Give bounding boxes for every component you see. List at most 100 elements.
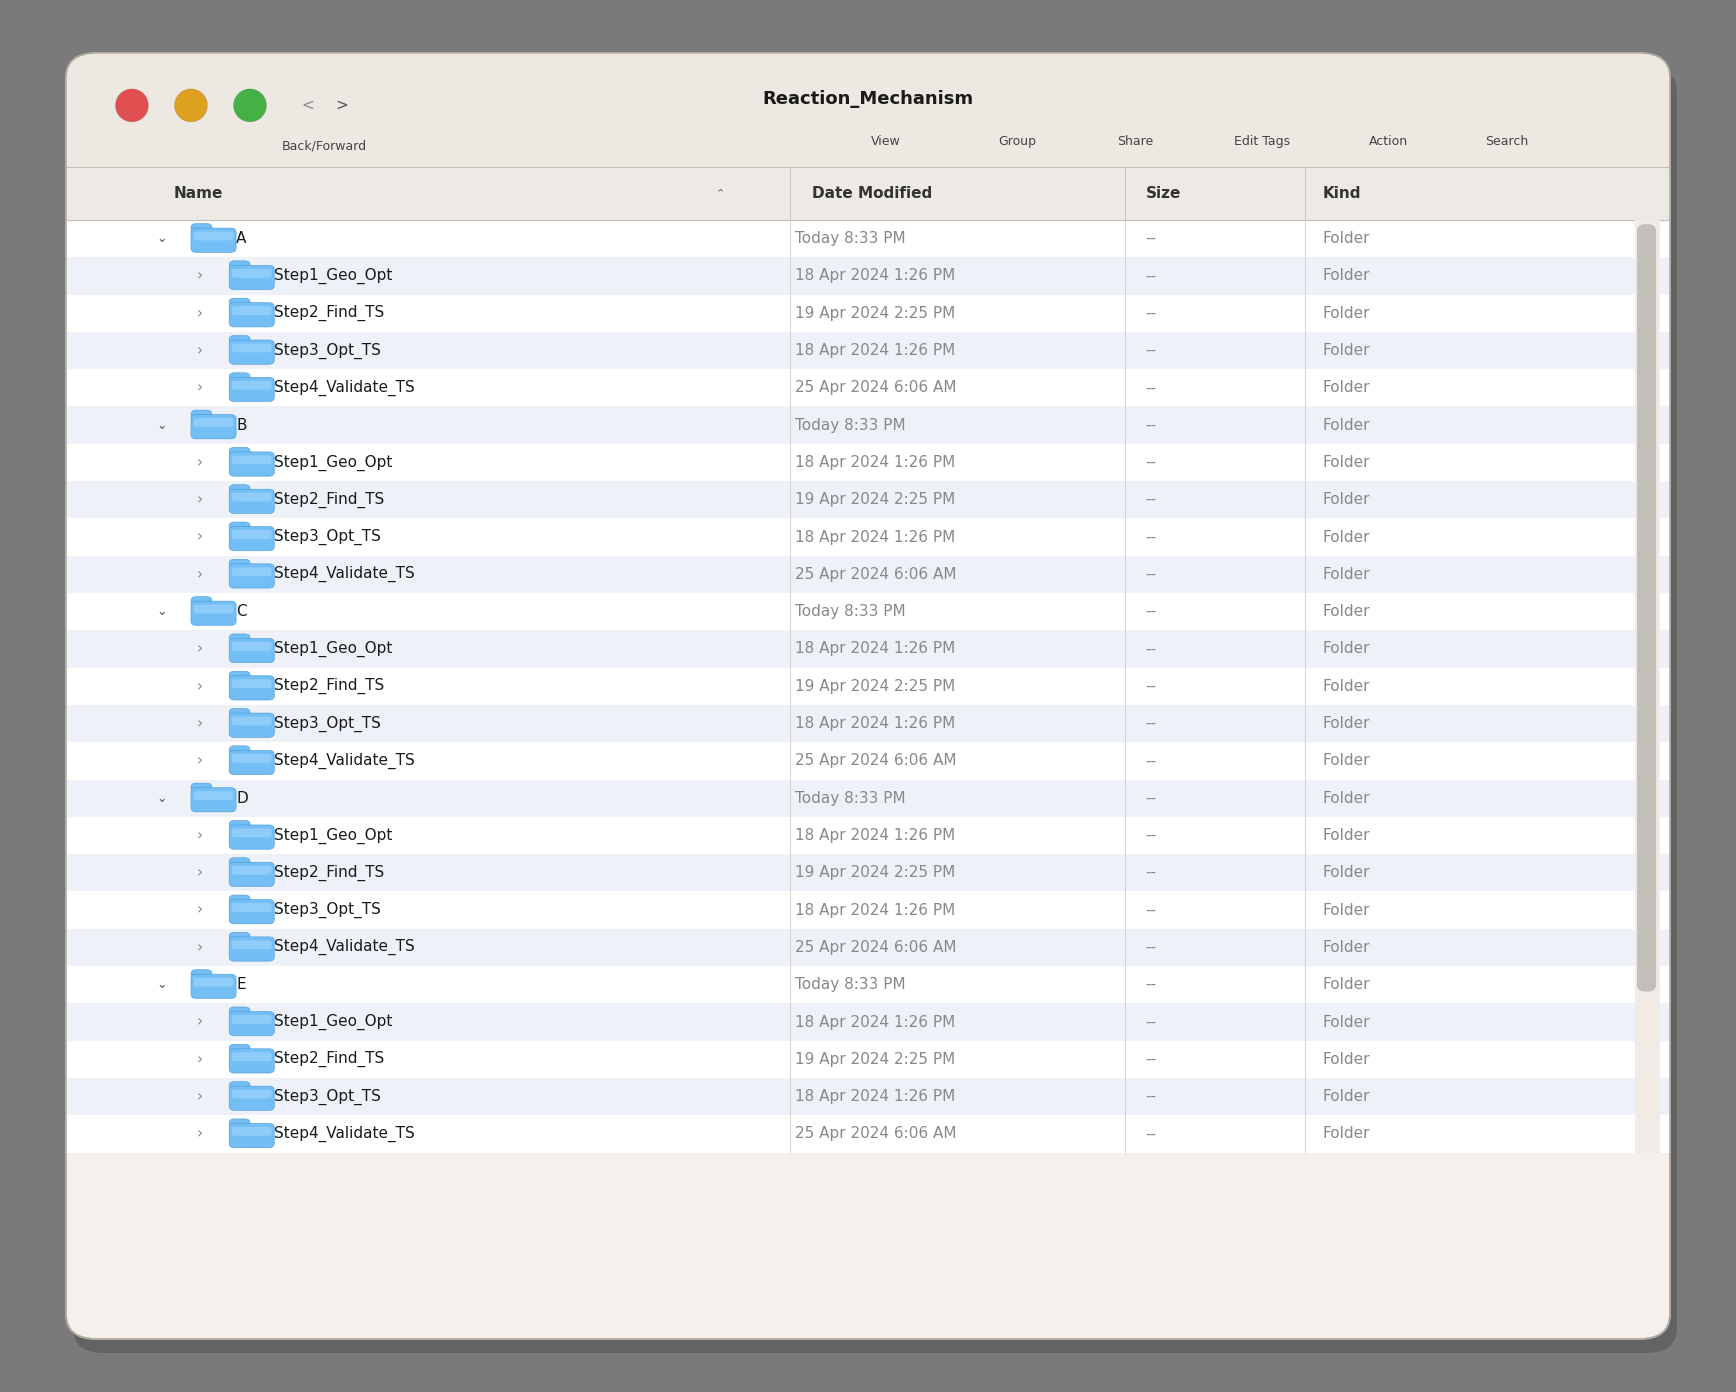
FancyBboxPatch shape: [191, 228, 236, 252]
Text: Folder: Folder: [1323, 269, 1370, 284]
Text: Folder: Folder: [1323, 306, 1370, 320]
Text: ›: ›: [196, 567, 203, 582]
Text: 19 Apr 2024 2:25 PM: 19 Apr 2024 2:25 PM: [795, 1052, 955, 1066]
Text: Folder: Folder: [1323, 455, 1370, 470]
Bar: [66, 631, 1670, 668]
Bar: [66, 928, 1670, 966]
Text: ›: ›: [196, 940, 203, 955]
FancyBboxPatch shape: [229, 484, 250, 493]
Text: --: --: [1146, 1052, 1156, 1066]
FancyBboxPatch shape: [191, 597, 212, 606]
Bar: [66, 1004, 1670, 1041]
Text: ⌄: ⌄: [156, 606, 167, 618]
Bar: [66, 704, 1670, 742]
Text: Folder: Folder: [1323, 231, 1370, 246]
Text: 18 Apr 2024 1:26 PM: 18 Apr 2024 1:26 PM: [795, 715, 955, 731]
FancyBboxPatch shape: [233, 455, 273, 465]
FancyBboxPatch shape: [229, 671, 250, 679]
Text: 18 Apr 2024 1:26 PM: 18 Apr 2024 1:26 PM: [795, 342, 955, 358]
FancyBboxPatch shape: [194, 791, 233, 800]
Text: 19 Apr 2024 2:25 PM: 19 Apr 2024 2:25 PM: [795, 306, 955, 320]
Text: Name: Name: [174, 187, 222, 200]
FancyBboxPatch shape: [233, 679, 273, 688]
Text: View: View: [870, 135, 901, 149]
FancyBboxPatch shape: [229, 522, 250, 530]
Text: --: --: [1146, 567, 1156, 582]
Bar: [66, 518, 1670, 555]
Text: ⌃: ⌃: [715, 188, 726, 199]
Bar: [66, 1077, 1670, 1115]
Text: 18 Apr 2024 1:26 PM: 18 Apr 2024 1:26 PM: [795, 1015, 955, 1030]
Text: ›: ›: [196, 529, 203, 544]
Text: Folder: Folder: [1323, 380, 1370, 395]
FancyBboxPatch shape: [191, 788, 236, 812]
Text: 25 Apr 2024 6:06 AM: 25 Apr 2024 6:06 AM: [795, 940, 957, 955]
Text: 18 Apr 2024 1:26 PM: 18 Apr 2024 1:26 PM: [795, 529, 955, 544]
Text: Today 8:33 PM: Today 8:33 PM: [795, 977, 906, 992]
Text: Step4_Validate_TS: Step4_Validate_TS: [274, 1126, 415, 1141]
Bar: [66, 167, 1670, 220]
Bar: [66, 966, 1670, 1004]
FancyBboxPatch shape: [233, 941, 273, 949]
Text: Folder: Folder: [1323, 1089, 1370, 1104]
Bar: [66, 1041, 1670, 1077]
FancyBboxPatch shape: [191, 974, 236, 998]
Text: Today 8:33 PM: Today 8:33 PM: [795, 604, 906, 619]
Text: Folder: Folder: [1323, 529, 1370, 544]
FancyBboxPatch shape: [229, 675, 274, 700]
Text: ›: ›: [196, 1052, 203, 1066]
Bar: [66, 668, 1670, 704]
Text: ›: ›: [196, 269, 203, 284]
FancyBboxPatch shape: [233, 269, 273, 278]
Text: --: --: [1146, 828, 1156, 844]
FancyBboxPatch shape: [229, 1048, 274, 1073]
Bar: [66, 742, 1670, 780]
FancyBboxPatch shape: [66, 53, 1670, 167]
Text: Step2_Find_TS: Step2_Find_TS: [274, 491, 385, 508]
Text: ›: ›: [196, 493, 203, 507]
FancyBboxPatch shape: [229, 447, 250, 457]
FancyBboxPatch shape: [229, 937, 274, 960]
Text: 19 Apr 2024 2:25 PM: 19 Apr 2024 2:25 PM: [795, 679, 955, 693]
Bar: [66, 331, 1670, 369]
Text: 19 Apr 2024 2:25 PM: 19 Apr 2024 2:25 PM: [795, 493, 955, 507]
FancyBboxPatch shape: [229, 639, 274, 663]
Bar: [66, 817, 1670, 855]
FancyBboxPatch shape: [229, 560, 250, 568]
Bar: [66, 891, 1670, 928]
Text: Reaction_Mechanism: Reaction_Mechanism: [762, 89, 974, 107]
Text: E: E: [236, 977, 247, 992]
Text: Folder: Folder: [1323, 902, 1370, 917]
FancyBboxPatch shape: [229, 933, 250, 941]
Text: Folder: Folder: [1323, 1126, 1370, 1141]
Text: ›: ›: [196, 380, 203, 395]
Text: Step4_Validate_TS: Step4_Validate_TS: [274, 380, 415, 395]
Bar: [66, 593, 1670, 631]
FancyBboxPatch shape: [229, 857, 250, 866]
Text: 25 Apr 2024 6:06 AM: 25 Apr 2024 6:06 AM: [795, 567, 957, 582]
Text: Step2_Find_TS: Step2_Find_TS: [274, 1051, 385, 1068]
Text: Folder: Folder: [1323, 828, 1370, 844]
Text: >: >: [335, 97, 349, 113]
Text: ›: ›: [196, 1089, 203, 1104]
FancyBboxPatch shape: [229, 377, 274, 401]
Ellipse shape: [233, 89, 267, 122]
Text: ⌄: ⌄: [156, 792, 167, 805]
Text: ›: ›: [196, 902, 203, 917]
FancyBboxPatch shape: [73, 67, 1677, 1353]
Text: --: --: [1146, 791, 1156, 806]
FancyBboxPatch shape: [229, 1044, 250, 1052]
FancyBboxPatch shape: [229, 633, 250, 643]
Text: Today 8:33 PM: Today 8:33 PM: [795, 418, 906, 433]
FancyBboxPatch shape: [233, 828, 273, 838]
FancyBboxPatch shape: [194, 977, 233, 987]
Text: ›: ›: [196, 306, 203, 320]
Text: <: <: [300, 97, 314, 113]
Text: Step4_Validate_TS: Step4_Validate_TS: [274, 940, 415, 955]
Text: ›: ›: [196, 753, 203, 768]
FancyBboxPatch shape: [233, 1090, 273, 1098]
FancyBboxPatch shape: [229, 820, 250, 830]
Ellipse shape: [115, 89, 148, 122]
Text: --: --: [1146, 604, 1156, 619]
Text: Date Modified: Date Modified: [812, 187, 932, 200]
